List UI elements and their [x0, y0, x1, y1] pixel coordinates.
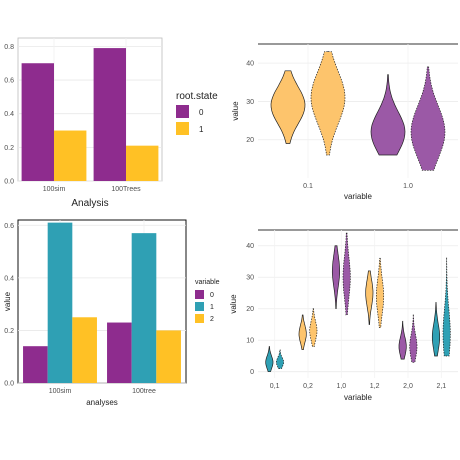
- panel-0-bar: [126, 145, 159, 181]
- panel-1-violin: [310, 51, 346, 156]
- panel-1-ylabel: value: [231, 101, 240, 121]
- panel-2-xtick: 100sim: [49, 388, 72, 395]
- panel-3-violin: [409, 314, 418, 363]
- panel-2-bar: [156, 330, 181, 383]
- panel-0-legend-title: root.state: [176, 91, 218, 102]
- panel-2-ytick: 0.6: [4, 223, 14, 230]
- panel-1-xtick: 1.0: [403, 183, 413, 190]
- panel-2-legend-label: 1: [210, 304, 214, 311]
- panel-0-xlabel: Analysis: [71, 198, 108, 209]
- panel-0-xtick: 100Trees: [111, 186, 141, 193]
- panel-1-xlabel: variable: [344, 192, 373, 201]
- panel-3-violin: [342, 232, 351, 316]
- panel-2-legend-label: 0: [210, 292, 214, 299]
- panel-3-xtick: 2,1: [436, 383, 446, 390]
- panel-0-bar: [93, 48, 126, 181]
- panel-3-violin: [442, 257, 451, 357]
- chart-marks: [21, 48, 451, 383]
- panel-0-ytick: 0.4: [4, 111, 14, 118]
- panel-0-legend-label: 1: [199, 125, 204, 134]
- panel-3-violin: [431, 301, 441, 357]
- panel-3-xtick: 0,2: [303, 383, 313, 390]
- panel-2-bar: [107, 322, 132, 383]
- panel-3-xtick: 2,0: [403, 383, 413, 390]
- panel-2-ytick: 0.2: [4, 328, 14, 335]
- panel-2-ytick: 0.4: [4, 275, 14, 282]
- panel-2-ylabel: value: [3, 291, 12, 311]
- panel-1-ytick: 40: [246, 61, 254, 68]
- panel-0-legend-key: [176, 122, 189, 135]
- panel-3-ylabel: value: [229, 294, 238, 314]
- panel-2-legend-key: [195, 290, 204, 299]
- panel-3-bg: [258, 230, 458, 378]
- panel-2-legend-key: [195, 302, 204, 311]
- panel-3-xtick: 0,1: [270, 383, 280, 390]
- panel-2-legend-label: 2: [210, 316, 214, 323]
- panel-3-ytick: 0: [250, 369, 254, 376]
- panel-1-ytick: 20: [246, 137, 254, 144]
- panel-1-violin: [370, 74, 406, 156]
- panel-1-xtick: 0.1: [303, 183, 313, 190]
- panel-3-violin: [375, 257, 385, 328]
- panel-1-violin: [270, 70, 306, 144]
- panel-1-ytick: 30: [246, 99, 254, 106]
- panel-0-bar: [54, 130, 87, 181]
- panel-2-bar: [47, 222, 73, 383]
- panel-0-legend-key: [176, 105, 189, 118]
- panel-0-ytick: 0.2: [4, 145, 14, 152]
- panel-3-violin: [275, 349, 285, 369]
- panel-0-ytick: 0.6: [4, 78, 14, 85]
- panel-2-bar: [131, 233, 157, 383]
- panel-3-ytick: 40: [246, 243, 254, 250]
- panel-2-legend-title: variable: [195, 279, 220, 286]
- panel-2-xtick: 100tree: [132, 388, 156, 395]
- panel-3-xtick: 1,2: [370, 383, 380, 390]
- panel-3-violin: [365, 270, 374, 325]
- panel-0-ytick: 0.8: [4, 44, 14, 51]
- panel-2-bar: [23, 346, 48, 383]
- panel-2-legend-key: [195, 314, 204, 323]
- panel-2-ytick: 0.0: [4, 381, 14, 388]
- panel-3-ytick: 20: [246, 306, 254, 313]
- panel-0-ytick: 0.0: [4, 179, 14, 186]
- panel-3-xtick: 1,0: [336, 383, 346, 390]
- panel-3-violin: [398, 320, 407, 360]
- panel-1-violin: [410, 66, 446, 171]
- panel-3-violin: [265, 346, 274, 373]
- panel-0-xtick: 100sim: [43, 186, 66, 193]
- panel-0-bar: [21, 63, 55, 182]
- panel-3-xlabel: variable: [344, 393, 373, 402]
- panel-3-violin: [331, 245, 341, 310]
- panel-3-ytick: 10: [246, 338, 254, 345]
- panel-2-xlabel: analyses: [86, 398, 118, 407]
- panel-3-violin: [309, 308, 318, 347]
- panel-0-legend-label: 0: [199, 108, 204, 117]
- panel-3-ytick: 30: [246, 275, 254, 282]
- panel-2-bar: [72, 317, 97, 383]
- panel-3-violin: [298, 314, 307, 351]
